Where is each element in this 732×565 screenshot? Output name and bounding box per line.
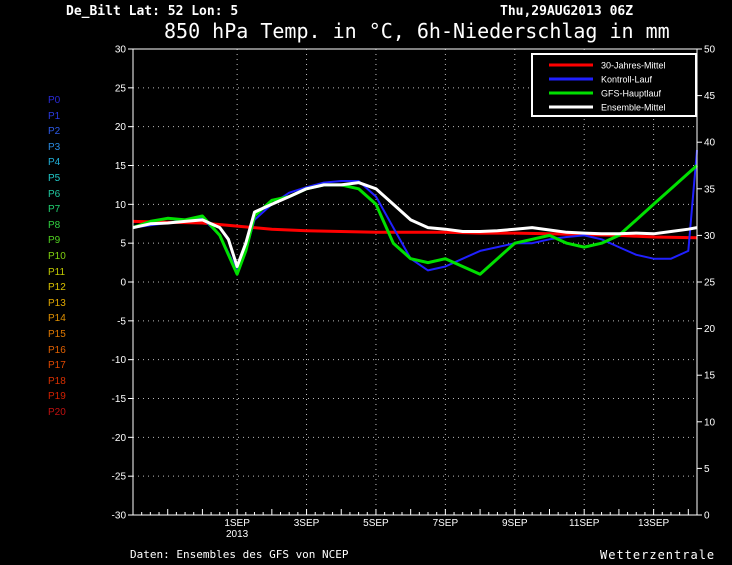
y-left-tick-label: 30 [115,45,127,56]
y-right-tick-label: 25 [704,278,716,289]
legend-box-outer [531,53,697,117]
x-tick-label: 1SEP [224,518,250,529]
member-label-p20: P20 [48,406,66,418]
y-right-tick-label: 45 [704,91,716,102]
x-tick-sublabel: 2013 [226,529,249,540]
y-right-tick-label: 35 [704,184,716,195]
y-right-tick-label: 0 [704,511,710,522]
series-line-kontroll-lauf [132,149,698,272]
brand-label: Wetterzentrale [600,548,716,562]
member-label-p7: P7 [48,204,61,216]
member-label-p6: P6 [48,188,61,200]
y-right-tick-label: 30 [704,231,716,242]
member-label-p3: P3 [48,141,61,153]
y-left-tick-label: -20 [112,433,127,444]
x-tick-label: 9SEP [502,518,528,529]
y-left-tick-label: 15 [115,161,127,172]
member-label-p17: P17 [48,360,66,372]
y-right-tick-label: 20 [704,324,716,335]
member-label-p4: P4 [48,157,61,169]
y-left-tick-label: -5 [117,316,126,327]
legend-label: 30-Jahres-Mittel [601,61,666,71]
y-right-tick-label: 5 [704,464,710,475]
member-label-p12: P12 [48,282,66,294]
chart-title: 850 hPa Temp. in °C, 6h-Niederschlag in … [164,19,670,43]
member-label-p0: P0 [48,95,61,106]
member-label-p18: P18 [48,375,66,387]
station-info: De_Bilt Lat: 52 Lon: 5 [66,4,239,19]
x-tick-label: 7SEP [433,518,459,529]
member-label-p1: P1 [48,110,61,122]
y-left-tick-label: 25 [115,83,127,94]
y-left-tick-label: 0 [120,278,126,289]
y-right-tick-label: 40 [704,138,716,149]
member-label-p15: P15 [48,328,66,340]
legend-label: Ensemble-Mittel [601,103,666,113]
legend-label: Kontroll-Lauf [601,75,653,85]
member-label-p19: P19 [48,391,66,403]
y-left-tick-label: 5 [120,239,126,250]
member-legend: P0 P1 P2 P3 P4 P5 P6 P7 P8 P9 P10 P11 P12 P13 P14 P15 P1… [48,93,66,420]
member-label-p14: P14 [48,313,66,325]
y-left-tick-label: -30 [112,511,127,522]
y-left-tick-label: 10 [115,200,127,211]
run-datetime: Thu,29AUG2013 06Z [500,4,634,19]
y-left-tick-label: -10 [112,355,127,366]
y-right-tick-label: 50 [704,45,716,56]
x-tick-label: 3SEP [294,518,320,529]
member-label-p16: P16 [48,344,66,356]
series-line-ensemble-mittel [132,181,698,268]
member-label-p8: P8 [48,219,61,231]
member-label-p2: P2 [48,126,61,138]
y-left-tick-label: -15 [112,394,127,405]
plot-frame [132,48,698,516]
member-label-p9: P9 [48,235,61,247]
series-line-gfs-hauptlauf [132,164,699,276]
x-tick-label: 11SEP [569,518,600,529]
member-label-p5: P5 [48,172,61,184]
member-label-p11: P11 [48,266,66,278]
y-right-tick-label: 15 [704,371,716,382]
legend-label: GFS-Hauptlauf [601,89,662,99]
series-line-30-jahres-mittel [132,219,698,240]
y-right-tick-label: 10 [704,417,716,428]
x-tick-label: 5SEP [363,518,389,529]
y-left-tick-label: -25 [112,472,127,483]
member-label-p10: P10 [48,250,66,262]
legend-box [533,55,695,115]
x-tick-label: 13SEP [638,518,669,529]
y-left-tick-label: 20 [115,122,127,133]
data-source: Daten: Ensembles des GFS von NCEP [130,548,349,561]
member-label-p13: P13 [48,297,66,309]
